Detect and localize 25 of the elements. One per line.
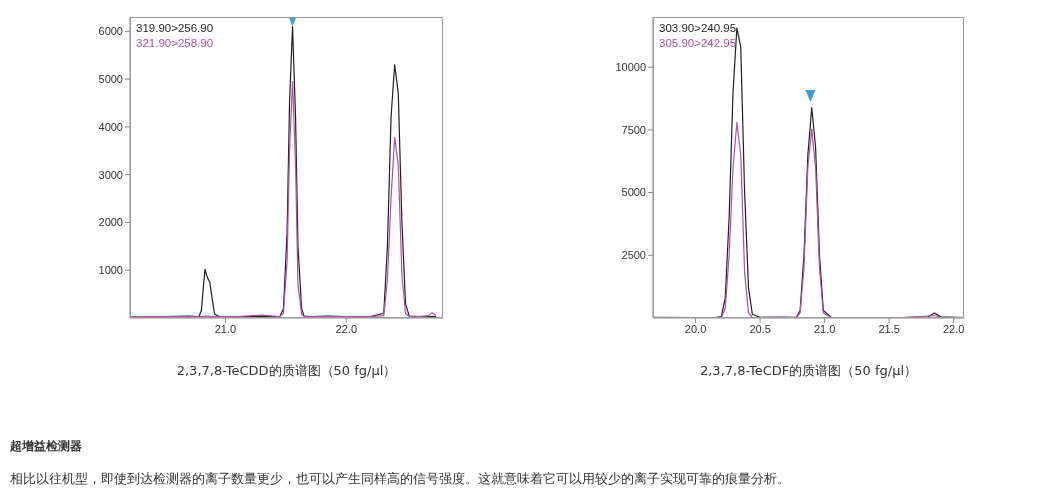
y-tick-label: 5000 xyxy=(621,186,646,199)
line-series xyxy=(130,80,437,318)
y-tick-label: 2500 xyxy=(621,249,646,262)
x-tick-label: 20.0 xyxy=(684,322,707,335)
x-tick-label: 21.0 xyxy=(813,322,836,335)
y-tick-label: 3000 xyxy=(98,168,123,181)
text: 319.90>256.90 xyxy=(136,21,214,36)
y-tick-label: 10000 xyxy=(615,61,646,74)
text: 2,3,7,8-TeCDD的质谱图（50 fg/μl） xyxy=(175,362,398,380)
text: 321.90>258.90 xyxy=(136,36,214,51)
x-tick-label: 22.0 xyxy=(942,322,965,335)
x-tick-label: 20.5 xyxy=(749,322,771,335)
text: 超增益检测器 xyxy=(10,438,83,455)
y-tick-label: 2000 xyxy=(98,216,123,229)
y-tick-label: 6000 xyxy=(98,25,123,38)
text: 2,3,7,8-TeCDF的质谱图（50 fg/μl） xyxy=(698,362,918,380)
y-tick-label: 4000 xyxy=(98,120,123,133)
x-tick-label: 21.5 xyxy=(878,322,900,335)
text: 相比以往机型，即使到达检测器的离子数量更少，也可以产生同样高的信号强度。这就意味着它可以用较少的离子实现可靠的痕量分析。 xyxy=(10,471,791,488)
y-tick-label: 5000 xyxy=(98,73,123,86)
series-label: 303.90>240.95 xyxy=(659,21,737,36)
x-tick-label: 22.0 xyxy=(335,322,358,335)
y-tick-label: 1000 xyxy=(98,264,123,277)
y-tick-label: 7500 xyxy=(621,123,646,136)
x-tick-label: 21.0 xyxy=(214,322,237,335)
